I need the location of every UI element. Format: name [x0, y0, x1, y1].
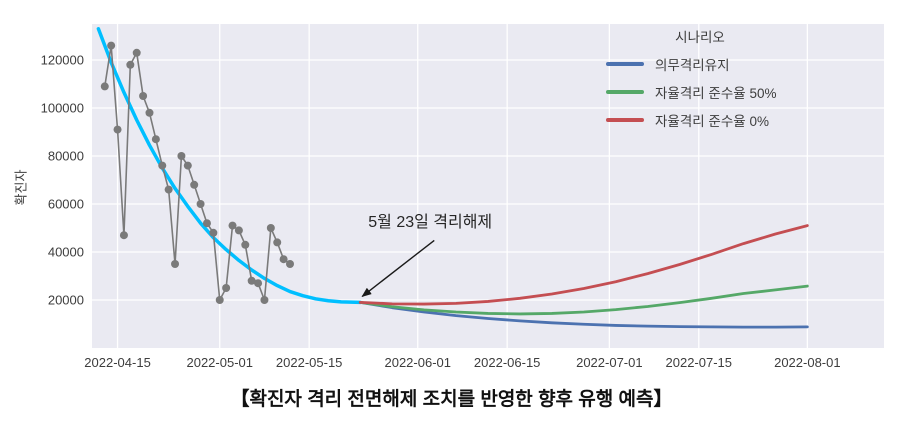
annotation-arrow-line: [361, 239, 435, 298]
data-point: [260, 296, 269, 304]
series-voluntary-compliance-0: [358, 224, 809, 306]
annotation-arrow: [361, 239, 435, 298]
x-tick-label: 2022-05-15: [276, 355, 343, 370]
plot-area: [92, 24, 884, 348]
legend-item-voluntary-compliance-0: 자율격리 준수율 0%: [596, 110, 804, 130]
data-point: [279, 255, 288, 264]
y-tick-label: 80000: [48, 149, 84, 164]
legend-item-mandatory-isolation: 의무격리유지: [596, 54, 804, 74]
chart-caption: 【확진자 격리 전면해제 조치를 반영한 향후 유행 예측】: [230, 389, 673, 410]
series-voluntary-compliance-50: [358, 284, 809, 316]
data-point: [286, 260, 294, 268]
legend-title: 시나리오: [675, 30, 725, 45]
legend-item-voluntary-compliance-50: 자율격리 준수율 50%: [596, 82, 804, 102]
data-point: [145, 108, 154, 117]
y-tick-labels: 20000 40000 60000 80000 100000 120000: [41, 53, 84, 308]
data-point: [266, 224, 275, 232]
x-tick-label: 2022-06-01: [384, 355, 451, 370]
data-point: [126, 60, 135, 69]
y-tick-label: 20000: [48, 293, 84, 308]
data-point: [190, 180, 199, 189]
data-point: [177, 152, 186, 160]
data-point: [222, 284, 231, 292]
annotation-text: 5월 23일 격리해제: [368, 214, 493, 232]
data-point: [228, 221, 237, 230]
x-tick-label: 2022-08-01: [774, 355, 841, 370]
y-tick-label: 40000: [48, 245, 84, 260]
x-tick-label: 2022-04-15: [84, 355, 151, 370]
data-point: [171, 260, 180, 268]
data-point: [113, 125, 122, 134]
legend: 시나리오 의무격리유지 자율격리 준수율 50% 자율격리 준수율 0%: [596, 26, 804, 130]
data-point: [273, 238, 282, 247]
x-tick-labels: 2022-04-15 2022-05-01 2022-05-15 2022-06-01…: [84, 355, 840, 370]
data-point: [254, 279, 263, 288]
observed-data-points: [100, 41, 294, 304]
x-tick-label: 2022-07-15: [666, 355, 733, 370]
data-point: [132, 48, 141, 57]
legend-label: 자율격리 준수율 0%: [655, 114, 769, 129]
data-point: [107, 41, 116, 50]
legend-line-swatch-green: [606, 90, 644, 94]
data-point: [215, 296, 224, 304]
data-point: [158, 161, 167, 170]
legend-line-swatch-blue: [606, 62, 644, 66]
data-point: [164, 185, 173, 194]
data-point: [100, 82, 109, 91]
x-tick-label: 2022-05-01: [186, 355, 253, 370]
data-point: [234, 226, 243, 235]
x-tick-label: 2022-06-15: [474, 355, 541, 370]
data-point: [183, 161, 192, 170]
y-tick-label: 120000: [41, 53, 84, 68]
data-point: [247, 276, 256, 285]
y-axis-label: 확진자: [13, 169, 29, 206]
y-tick-label: 100000: [41, 101, 84, 116]
data-point: [139, 92, 148, 100]
series-fitted-trend: [96, 27, 363, 305]
legend-label: 자율격리 준수율 50%: [655, 86, 777, 101]
x-tick-label: 2022-07-01: [576, 355, 643, 370]
chart-canvas: 20000 40000 60000 80000 100000 120000 2022-04…: [41, 24, 884, 370]
legend-line-swatch-red: [606, 118, 644, 122]
gridlines: [92, 24, 884, 348]
y-tick-label: 60000: [48, 197, 84, 212]
data-point: [196, 200, 205, 208]
data-point: [119, 231, 128, 240]
series-mandatory-isolation: [358, 300, 809, 329]
data-point: [151, 135, 160, 144]
data-point: [241, 240, 250, 249]
data-point: [202, 219, 211, 228]
data-point: [209, 228, 218, 237]
legend-label: 의무격리유지: [655, 58, 730, 73]
